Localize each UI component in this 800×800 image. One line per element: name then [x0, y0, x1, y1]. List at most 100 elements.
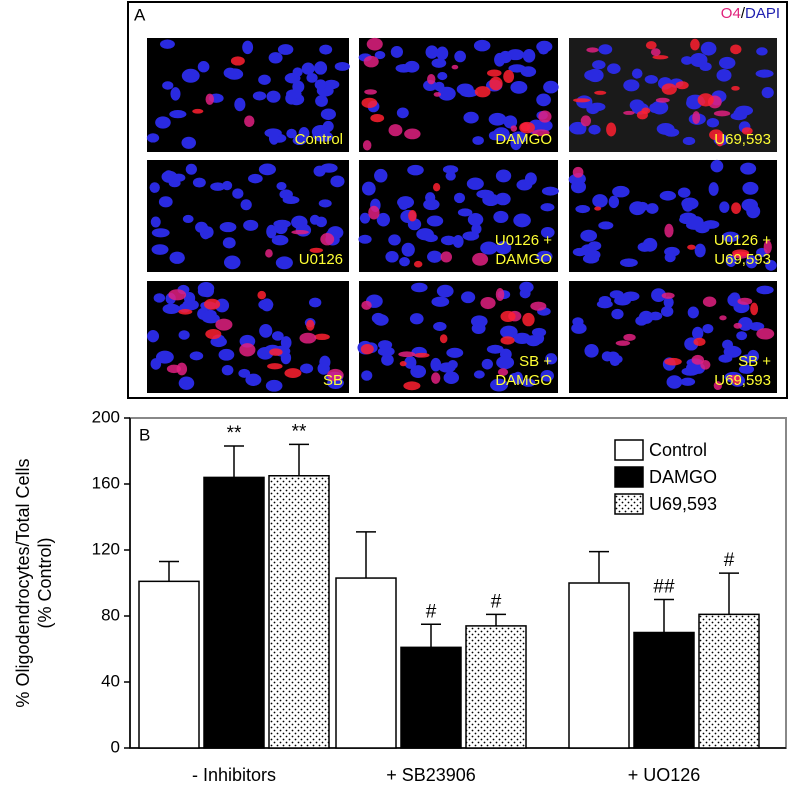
o4-cell	[314, 333, 330, 341]
nucleus	[741, 198, 758, 212]
nucleus	[694, 243, 706, 258]
nucleus	[436, 284, 454, 298]
o4-cell	[178, 309, 193, 315]
nucleus	[388, 234, 401, 246]
significance-label: ##	[653, 577, 675, 598]
nucleus	[168, 179, 181, 188]
nucleus	[664, 252, 676, 263]
nucleus	[433, 321, 447, 331]
nucleus	[677, 187, 691, 198]
o4-cell	[731, 86, 740, 91]
nucleus	[407, 164, 424, 176]
nucleus	[313, 165, 326, 177]
nucleus	[319, 44, 333, 55]
nucleus	[195, 221, 208, 233]
nucleus	[268, 52, 283, 64]
nucleus	[266, 224, 277, 239]
significance-label: #	[724, 550, 735, 571]
nucleus	[397, 196, 415, 209]
nucleus	[323, 79, 340, 90]
tile-label: DAMGO	[495, 372, 552, 389]
tile-label: DAMGO	[495, 251, 552, 268]
bar	[203, 476, 265, 749]
microscopy-tile: DAMGO	[358, 37, 559, 152]
microscopy-tile: Control	[146, 38, 350, 152]
nucleus	[718, 56, 736, 69]
nucleus	[416, 228, 434, 241]
nucleus	[631, 68, 643, 79]
error-bar	[719, 572, 739, 615]
nucleus	[607, 63, 621, 74]
o4-cell	[244, 115, 255, 127]
o4-cell	[388, 124, 403, 137]
nucleus	[495, 192, 511, 206]
nucleus	[656, 122, 675, 135]
nucleus	[688, 216, 704, 228]
nucleus	[719, 201, 730, 213]
nucleus	[598, 295, 612, 305]
o4-cell	[192, 108, 204, 114]
dapi-label: DAPI	[745, 5, 780, 22]
nucleus	[221, 364, 234, 376]
nucleus	[374, 51, 386, 60]
nucleus	[266, 90, 281, 103]
x-tick-label: + UO126	[628, 765, 701, 785]
nucleus	[490, 378, 508, 392]
nucleus	[271, 331, 284, 341]
nucleus	[232, 188, 244, 199]
o4-cell	[641, 107, 651, 114]
nucleus	[260, 298, 274, 312]
nucleus	[730, 112, 747, 121]
nucleus	[404, 356, 417, 369]
o4-cell	[719, 315, 727, 321]
nucleus	[210, 336, 227, 348]
o4-cell	[731, 202, 742, 215]
nucleus	[660, 306, 674, 317]
nucleus	[614, 296, 631, 306]
nucleus	[569, 121, 587, 135]
nucleus	[275, 256, 293, 270]
o4-cell	[265, 249, 273, 258]
nucleus	[169, 251, 185, 264]
nucleus	[608, 195, 620, 209]
nucleus	[162, 81, 174, 90]
nucleus	[592, 60, 606, 70]
nucleus	[178, 330, 190, 340]
nucleus	[492, 132, 510, 142]
o4-cell	[532, 129, 550, 137]
nucleus	[258, 74, 271, 85]
o4-cell	[205, 328, 222, 340]
nucleus	[410, 365, 427, 378]
nucleus	[610, 354, 623, 364]
microscopy-tile: SB + DAMGO	[357, 281, 558, 393]
o4-cell	[623, 110, 635, 115]
nucleus	[636, 201, 649, 212]
tile-label: SB +	[738, 353, 771, 370]
nucleus	[493, 210, 509, 224]
nucleus	[611, 308, 624, 320]
o4-cell	[538, 110, 552, 123]
y-tick-label: 0	[111, 737, 120, 756]
o4-cell	[291, 229, 309, 235]
o4-cell	[713, 381, 722, 390]
nucleus	[463, 111, 479, 124]
error-bar	[589, 550, 609, 583]
nucleus	[436, 46, 449, 61]
o4-cell	[168, 289, 187, 301]
nucleus	[531, 327, 547, 338]
tile-label: Control	[295, 131, 343, 148]
tile-label: U69,593	[714, 251, 771, 268]
legend-label: Control	[649, 440, 707, 460]
nucleus	[538, 44, 549, 55]
nucleus	[736, 331, 748, 341]
nucleus	[727, 293, 741, 307]
o4-cell	[713, 110, 731, 117]
nucleus	[431, 58, 447, 68]
o4-cell	[414, 352, 430, 358]
nucleus	[572, 247, 587, 257]
nucleus	[680, 377, 696, 386]
nucleus	[623, 79, 640, 92]
nucleus	[151, 244, 169, 255]
nucleus	[169, 110, 187, 119]
o4-cell	[284, 368, 302, 379]
